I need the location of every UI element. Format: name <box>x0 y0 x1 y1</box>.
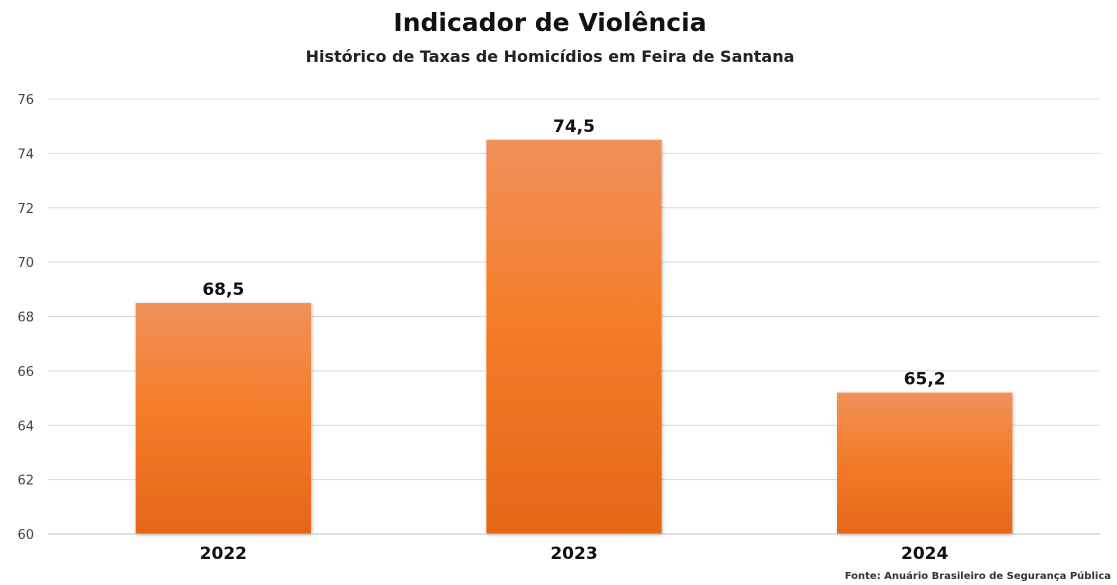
y-tick-label: 74 <box>17 147 34 162</box>
chart-subtitle: Histórico de Taxas de Homicídios em Feir… <box>305 47 795 66</box>
chart-title: Indicador de Violência <box>393 8 707 37</box>
data-labels: 68,5 74,5 65,2 <box>202 117 945 390</box>
y-tick-label: 70 <box>17 256 34 271</box>
x-category-label-2023: 2023 <box>550 544 597 564</box>
x-axis-categories: 2022 2023 2024 <box>200 544 949 564</box>
bars <box>135 139 1013 534</box>
y-tick-label: 64 <box>17 419 34 434</box>
data-label-2023: 74,5 <box>553 117 595 137</box>
data-label-2022: 68,5 <box>202 280 244 300</box>
y-tick-label: 60 <box>17 528 34 543</box>
y-tick-label: 62 <box>17 474 34 489</box>
y-tick-label: 76 <box>17 93 34 108</box>
y-tick-label: 66 <box>17 365 34 380</box>
source-note: Fonte: Anuário Brasileiro de Segurança P… <box>844 571 1111 582</box>
bar-2023 <box>486 139 662 534</box>
y-tick-label: 72 <box>17 202 34 217</box>
bar-2022 <box>135 302 311 534</box>
data-label-2024: 65,2 <box>904 370 946 390</box>
x-category-label-2024: 2024 <box>901 544 948 564</box>
x-category-label-2022: 2022 <box>200 544 247 564</box>
y-tick-label: 68 <box>17 311 34 326</box>
bar-2024 <box>837 392 1013 534</box>
y-axis-ticks: 60 62 64 66 68 70 72 74 76 <box>17 93 34 543</box>
